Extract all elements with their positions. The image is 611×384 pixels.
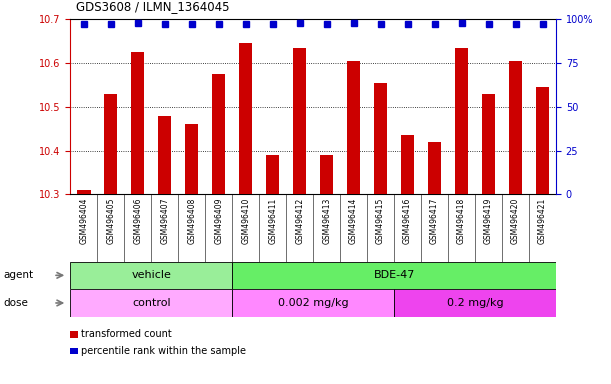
Text: GSM496415: GSM496415: [376, 198, 385, 244]
Bar: [239, 43, 252, 194]
Text: GSM496416: GSM496416: [403, 198, 412, 244]
Bar: [104, 94, 117, 194]
Bar: [347, 61, 360, 194]
Bar: [185, 124, 199, 194]
Text: GSM496421: GSM496421: [538, 198, 547, 244]
Text: 0.002 mg/kg: 0.002 mg/kg: [278, 298, 348, 308]
Bar: [70, 348, 78, 354]
Bar: [509, 61, 522, 194]
Bar: [401, 135, 414, 194]
Text: GSM496417: GSM496417: [430, 198, 439, 244]
Bar: [482, 94, 496, 194]
Text: GSM496405: GSM496405: [106, 198, 115, 244]
Text: GSM496412: GSM496412: [295, 198, 304, 244]
Text: agent: agent: [3, 270, 33, 280]
Text: GSM496404: GSM496404: [79, 198, 88, 244]
Bar: [131, 52, 144, 194]
Text: control: control: [132, 298, 170, 308]
Bar: [70, 262, 232, 289]
Text: GSM496410: GSM496410: [241, 198, 250, 244]
Text: GDS3608 / ILMN_1364045: GDS3608 / ILMN_1364045: [76, 0, 230, 13]
Bar: [293, 48, 306, 194]
Bar: [266, 155, 279, 194]
Text: dose: dose: [3, 298, 28, 308]
Bar: [232, 289, 394, 317]
Bar: [158, 116, 172, 194]
Bar: [320, 155, 334, 194]
Text: 0.2 mg/kg: 0.2 mg/kg: [447, 298, 503, 308]
Text: transformed count: transformed count: [81, 329, 172, 339]
Bar: [374, 83, 387, 194]
Text: percentile rank within the sample: percentile rank within the sample: [81, 346, 246, 356]
Text: GSM496408: GSM496408: [187, 198, 196, 244]
Bar: [212, 74, 225, 194]
Text: GSM496414: GSM496414: [349, 198, 358, 244]
Bar: [232, 262, 556, 289]
Bar: [77, 190, 90, 194]
Bar: [428, 142, 441, 194]
Bar: [70, 289, 232, 317]
Text: GSM496409: GSM496409: [214, 198, 223, 244]
Text: BDE-47: BDE-47: [373, 270, 415, 280]
Text: GSM496406: GSM496406: [133, 198, 142, 244]
Bar: [536, 87, 549, 194]
Text: vehicle: vehicle: [131, 270, 171, 280]
Text: GSM496420: GSM496420: [511, 198, 520, 244]
Text: GSM496407: GSM496407: [160, 198, 169, 244]
Text: GSM496413: GSM496413: [322, 198, 331, 244]
Bar: [455, 48, 468, 194]
Text: GSM496418: GSM496418: [457, 198, 466, 244]
Text: GSM496411: GSM496411: [268, 198, 277, 244]
Bar: [70, 331, 78, 338]
Text: GSM496419: GSM496419: [484, 198, 493, 244]
Bar: [394, 289, 556, 317]
